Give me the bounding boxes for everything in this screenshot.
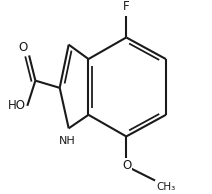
Text: NH: NH xyxy=(59,136,75,146)
Text: HO: HO xyxy=(7,99,25,112)
Text: CH₃: CH₃ xyxy=(157,182,176,192)
Text: O: O xyxy=(18,41,27,54)
Text: O: O xyxy=(123,159,132,172)
Text: F: F xyxy=(123,0,130,13)
